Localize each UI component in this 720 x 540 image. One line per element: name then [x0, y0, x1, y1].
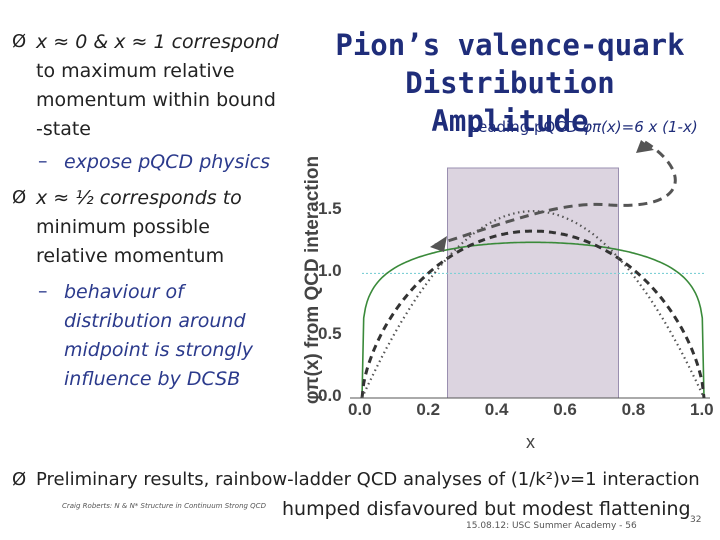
bullet-marker-2: Ø	[12, 187, 27, 208]
pointer-arrow	[434, 140, 677, 247]
sub-marker-2: –	[38, 280, 48, 302]
x-tick-label: 0.4	[484, 400, 509, 419]
series-line-dotted-pQCD	[361, 209, 705, 399]
title-line-1: Pion’s valence-quark	[335, 28, 685, 62]
y-tick-label: 1.5	[318, 199, 342, 219]
page-number: 32	[690, 515, 702, 525]
preliminary-line-2: humped disfavoured but modest flattening	[282, 498, 691, 520]
bullet-1-line-2: to maximum relative	[36, 60, 235, 82]
x-axis-label: x	[526, 432, 535, 452]
sub-bullet-2-line-2: distribution around	[64, 310, 246, 332]
formula-prefix: Leading pQCD	[470, 118, 583, 136]
formula-expr: φπ(x)=6 x (1-x)	[582, 118, 698, 136]
x-tick-label: 0.2	[416, 400, 441, 419]
sub-bullet-2-line-3: midpoint is strongly	[64, 339, 253, 361]
pointer-arrow-tail	[636, 140, 654, 153]
x-tick-label: 1.0	[690, 400, 714, 419]
title-line-2: Distribution Amplitude	[405, 66, 615, 138]
sub-bullet-2-line-4: influence by DCSB	[64, 368, 241, 390]
bullet-1-line-1: x ≈ 0 & x ≈ 1 correspond	[36, 31, 279, 53]
x-tick-label: 0.0	[348, 400, 372, 419]
bullet-marker-1: Ø	[12, 31, 27, 52]
pqcd-formula: Leading pQCD φπ(x)=6 x (1-x)	[470, 118, 698, 136]
shaded-region	[447, 167, 619, 399]
bullet-2-line-3: relative momentum	[36, 245, 225, 267]
series-group	[360, 209, 706, 399]
bullet-2-line-2: minimum possible	[36, 216, 210, 238]
series-line-black-dashed	[360, 229, 706, 399]
sub-bullet-2-line-1: behaviour of	[64, 281, 184, 303]
bullet-1-line-3: momentum within bound	[36, 89, 276, 111]
sub-bullet-1: expose pQCD physics	[64, 151, 271, 173]
series-line-green-solid	[361, 241, 705, 399]
pointer-arrowhead	[430, 236, 447, 252]
footer-date: 15.08.12: USC Summer Academy - 56	[466, 521, 637, 531]
preliminary-results: Preliminary results, rainbow-ladder QCD …	[36, 469, 700, 490]
bullet-marker-3: Ø	[12, 469, 27, 490]
x-tick-label: 0.8	[621, 400, 646, 419]
y-tick-label: 0.0	[318, 386, 342, 405]
y-tick-label: 1.0	[318, 261, 342, 281]
footer-author: Craig Roberts: N & N* Structure in Conti…	[62, 502, 266, 510]
bullet-2-line-1: x ≈ ½ corresponds to	[36, 187, 242, 209]
y-tick-label: 0.5	[318, 323, 342, 343]
sub-marker-1: –	[38, 150, 48, 172]
x-tick-label: 0.6	[553, 400, 577, 419]
slide-title: Pion’s valence-quark Distribution Amplit…	[330, 26, 690, 140]
bullet-1-line-4: -state	[36, 118, 91, 140]
